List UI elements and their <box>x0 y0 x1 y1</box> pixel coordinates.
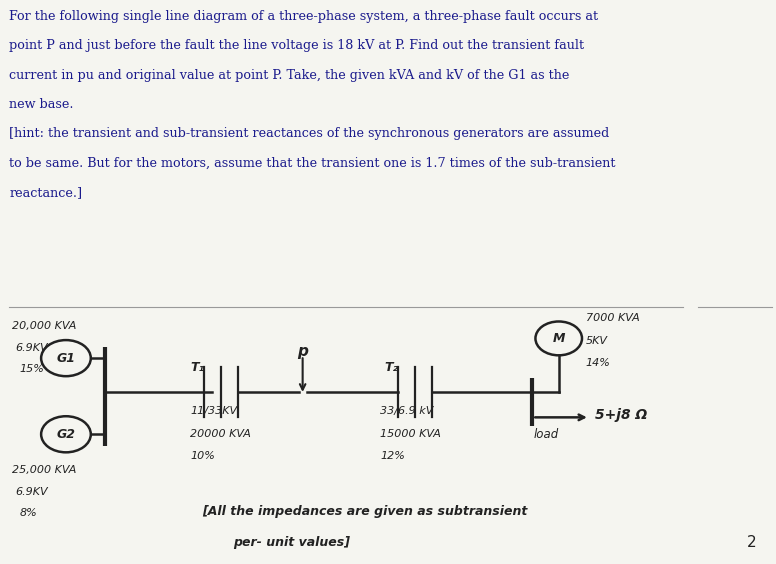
Text: G1: G1 <box>57 351 75 365</box>
Text: reactance.]: reactance.] <box>9 186 82 199</box>
Text: 5+j8 Ω: 5+j8 Ω <box>595 408 647 421</box>
Text: 7000 KVA: 7000 KVA <box>586 313 639 323</box>
Text: 25,000 KVA: 25,000 KVA <box>12 465 76 475</box>
Text: 6.9KV: 6.9KV <box>16 487 48 497</box>
Text: [All the impedances are given as subtransient: [All the impedances are given as subtran… <box>202 505 527 518</box>
Text: 20,000 KVA: 20,000 KVA <box>12 321 76 332</box>
Text: [hint: the transient and sub-transient reactances of the synchronous generators : [hint: the transient and sub-transient r… <box>9 127 610 140</box>
Text: 10%: 10% <box>190 451 215 461</box>
Text: 11/33KV: 11/33KV <box>190 406 237 416</box>
Text: M: M <box>553 332 565 345</box>
Text: 12%: 12% <box>380 451 405 461</box>
Text: point P and just before the fault the line voltage is 18 kV at P. Find out the t: point P and just before the fault the li… <box>9 39 584 52</box>
Text: 20000 KVA: 20000 KVA <box>190 429 251 439</box>
Text: G2: G2 <box>57 428 75 441</box>
Text: 14%: 14% <box>586 358 611 368</box>
Text: p: p <box>297 344 308 359</box>
Text: 6.9KV: 6.9KV <box>16 343 48 353</box>
Text: per- unit values]: per- unit values] <box>233 536 350 549</box>
Text: 33/6.9 kV: 33/6.9 kV <box>380 406 434 416</box>
Text: 5KV: 5KV <box>586 336 608 346</box>
Text: For the following single line diagram of a three-phase system, a three-phase fau: For the following single line diagram of… <box>9 10 598 23</box>
Text: to be same. But for the motors, assume that the transient one is 1.7 times of th: to be same. But for the motors, assume t… <box>9 157 616 170</box>
Text: load: load <box>534 428 559 440</box>
Text: 15%: 15% <box>19 364 44 374</box>
Text: 2: 2 <box>747 535 757 550</box>
Text: current in pu and original value at point P. Take, the given kVA and kV of the G: current in pu and original value at poin… <box>9 69 570 82</box>
Text: T₂: T₂ <box>384 361 398 374</box>
Text: new base.: new base. <box>9 98 74 111</box>
Text: 15000 KVA: 15000 KVA <box>380 429 441 439</box>
Text: 8%: 8% <box>19 508 37 518</box>
Text: T₁: T₁ <box>190 361 204 374</box>
